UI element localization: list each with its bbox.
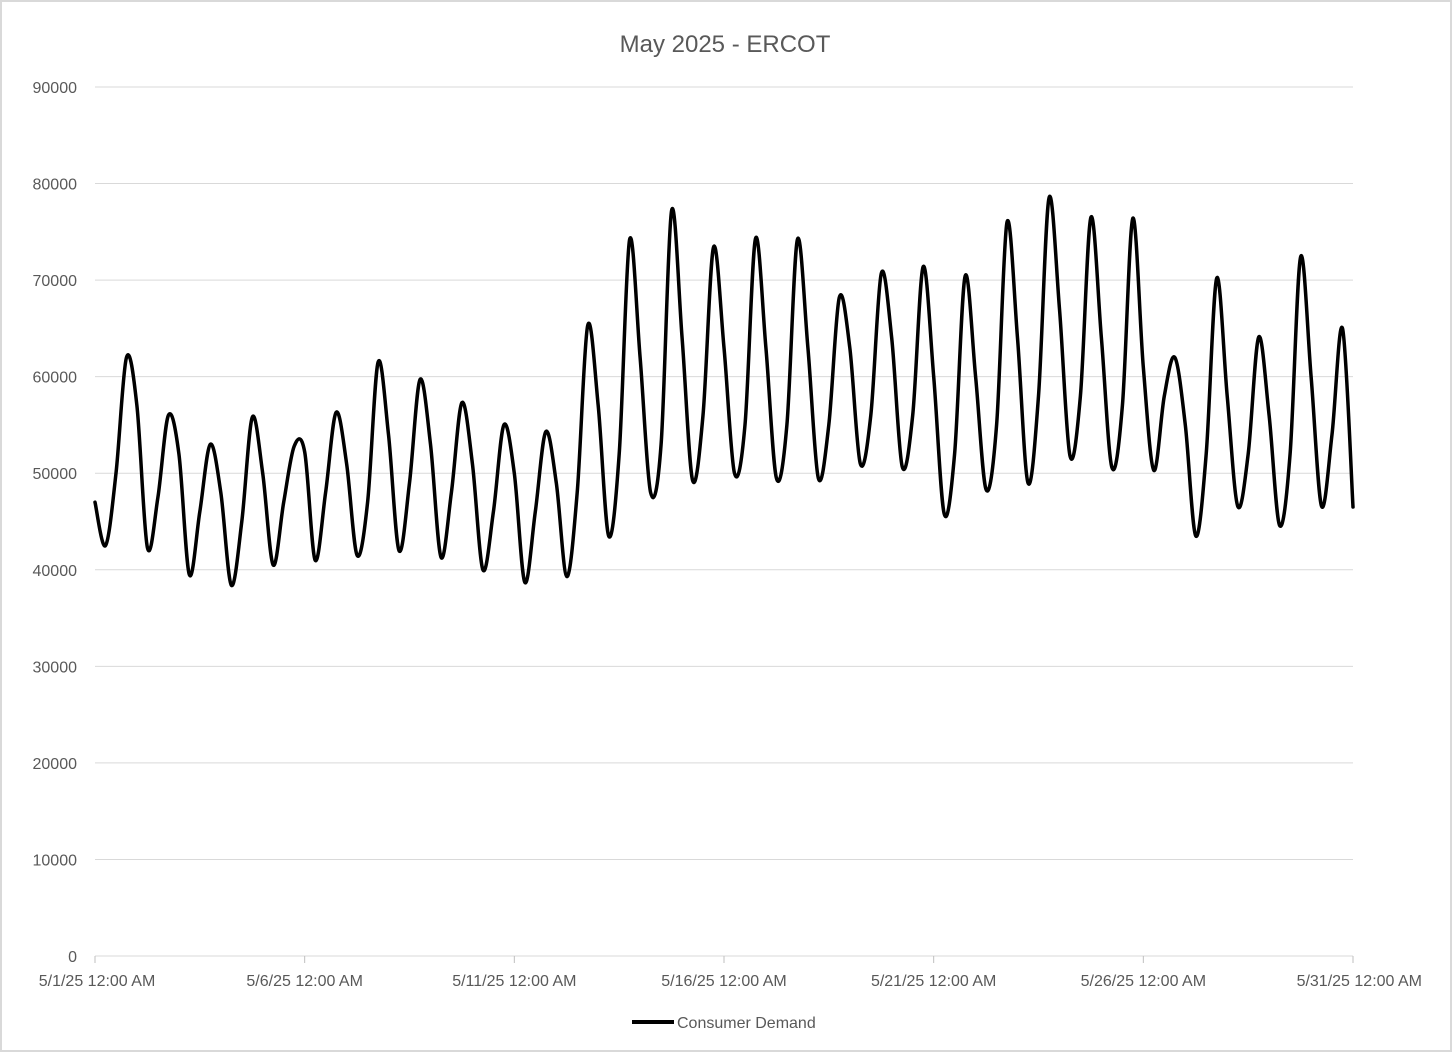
y-tick-label: 80000 — [33, 177, 78, 194]
legend: Consumer Demand — [632, 1015, 816, 1032]
x-tick-label: 5/31/25 12:00 AM — [1297, 973, 1422, 990]
series-layer — [93, 194, 1355, 587]
x-tick-label: 5/26/25 12:00 AM — [1081, 973, 1206, 990]
x-tick-label: 5/1/25 12:00 AM — [39, 973, 156, 990]
x-axis: 5/1/25 12:00 AM 5/6/25 12:00 AM 5/11/25 12… — [39, 955, 1422, 990]
x-tick-label: 5/16/25 12:00 AM — [661, 973, 786, 990]
y-tick-label: 20000 — [33, 756, 78, 773]
x-tick-label: 5/6/25 12:00 AM — [246, 973, 363, 990]
y-tick-label: 30000 — [33, 659, 78, 676]
x-tick-label: 5/21/25 12:00 AM — [871, 973, 996, 990]
y-tick-label: 0 — [68, 949, 77, 966]
series-line-consumer-demand — [93, 194, 1355, 587]
x-tick-label: 5/11/25 12:00 AM — [452, 973, 576, 990]
y-tick-label: 50000 — [33, 466, 78, 483]
y-tick-label: 10000 — [33, 852, 78, 869]
y-tick-label: 60000 — [33, 370, 78, 387]
y-tick-label: 70000 — [33, 273, 78, 290]
y-tick-label: 40000 — [33, 563, 78, 580]
gridlines — [95, 86, 1353, 860]
legend-label: Consumer Demand — [677, 1015, 816, 1032]
y-axis-tick-labels: 0 10000 20000 30000 40000 50000 60000 70000 8000… — [33, 80, 78, 966]
y-tick-label: 90000 — [33, 80, 78, 97]
chart-title: May 2025 - ERCOT — [620, 31, 831, 58]
